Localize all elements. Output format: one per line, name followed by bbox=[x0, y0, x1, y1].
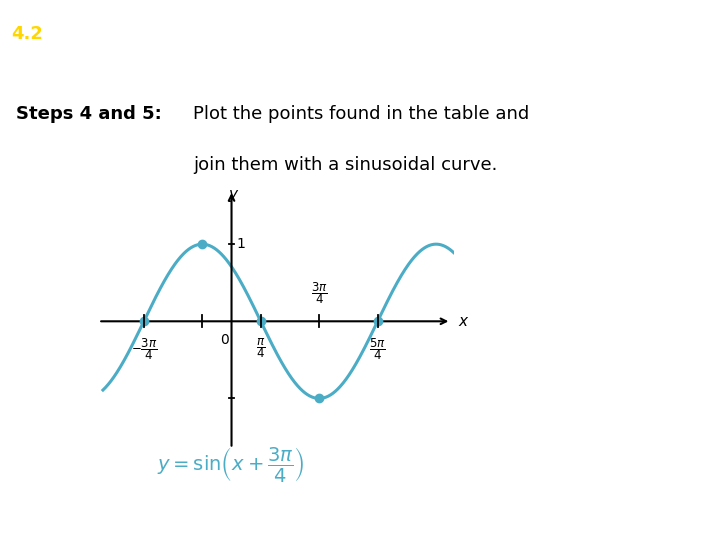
Text: = sin (: = sin ( bbox=[313, 24, 402, 44]
Text: Plot the points found in the table and: Plot the points found in the table and bbox=[193, 105, 529, 123]
Text: 18: 18 bbox=[679, 512, 698, 527]
Text: ): ) bbox=[432, 24, 442, 44]
Text: Copyright © 2013, 2009, 2005 Pearson Education, Inc.: Copyright © 2013, 2009, 2005 Pearson Edu… bbox=[150, 515, 455, 525]
Text: $\dfrac{\pi}{4}$: $\dfrac{\pi}{4}$ bbox=[256, 337, 266, 360]
Text: $\dfrac{3\pi}{4}$: $\dfrac{3\pi}{4}$ bbox=[311, 280, 328, 306]
Text: $\dfrac{5\pi}{4}$: $\dfrac{5\pi}{4}$ bbox=[369, 337, 386, 362]
Text: 0: 0 bbox=[220, 333, 229, 347]
Text: ALWAYS LEARNING: ALWAYS LEARNING bbox=[14, 515, 117, 525]
Text: $y = \sin\!\left(x + \dfrac{3\pi}{4}\right)$: $y = \sin\!\left(x + \dfrac{3\pi}{4}\rig… bbox=[157, 445, 304, 484]
Text: Steps 4 and 5:: Steps 4 and 5: bbox=[16, 105, 161, 123]
Text: –: – bbox=[398, 24, 425, 44]
Text: $-\dfrac{3\pi}{4}$: $-\dfrac{3\pi}{4}$ bbox=[130, 337, 157, 362]
Text: PEARSON: PEARSON bbox=[562, 510, 666, 529]
Text: 4.2: 4.2 bbox=[11, 25, 42, 43]
Text: 1: 1 bbox=[236, 237, 246, 251]
Text: (cont.): (cont.) bbox=[457, 25, 516, 43]
Text: x: x bbox=[385, 24, 400, 44]
Text: d: d bbox=[420, 24, 436, 44]
Text: Example 1  Graphing: Example 1 Graphing bbox=[47, 24, 315, 44]
Text: $x$: $x$ bbox=[454, 314, 469, 329]
Text: $y$: $y$ bbox=[228, 188, 240, 204]
Text: y: y bbox=[299, 24, 313, 44]
Text: join them with a sinusoidal curve.: join them with a sinusoidal curve. bbox=[193, 156, 498, 174]
